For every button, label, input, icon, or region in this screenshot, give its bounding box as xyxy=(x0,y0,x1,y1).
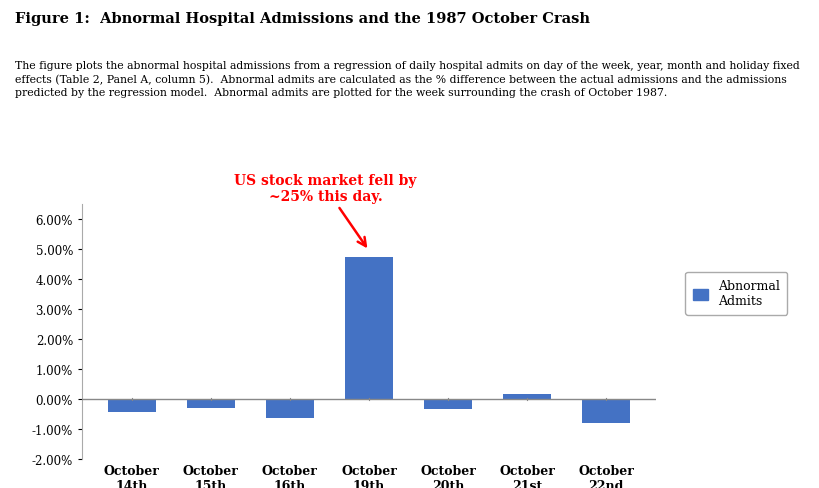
Bar xyxy=(503,394,550,399)
Bar xyxy=(581,399,629,423)
Bar xyxy=(187,399,234,408)
Bar xyxy=(345,257,392,399)
Bar xyxy=(423,399,471,409)
Text: Figure 1:  Abnormal Hospital Admissions and the 1987 October Crash: Figure 1: Abnormal Hospital Admissions a… xyxy=(15,12,589,26)
Text: US stock market fell by
~25% this day.: US stock market fell by ~25% this day. xyxy=(234,173,416,246)
Bar xyxy=(266,399,314,418)
Text: The figure plots the abnormal hospital admissions from a regression of daily hos: The figure plots the abnormal hospital a… xyxy=(15,61,799,98)
Bar xyxy=(108,399,156,412)
Legend: Abnormal
Admits: Abnormal Admits xyxy=(685,272,786,315)
